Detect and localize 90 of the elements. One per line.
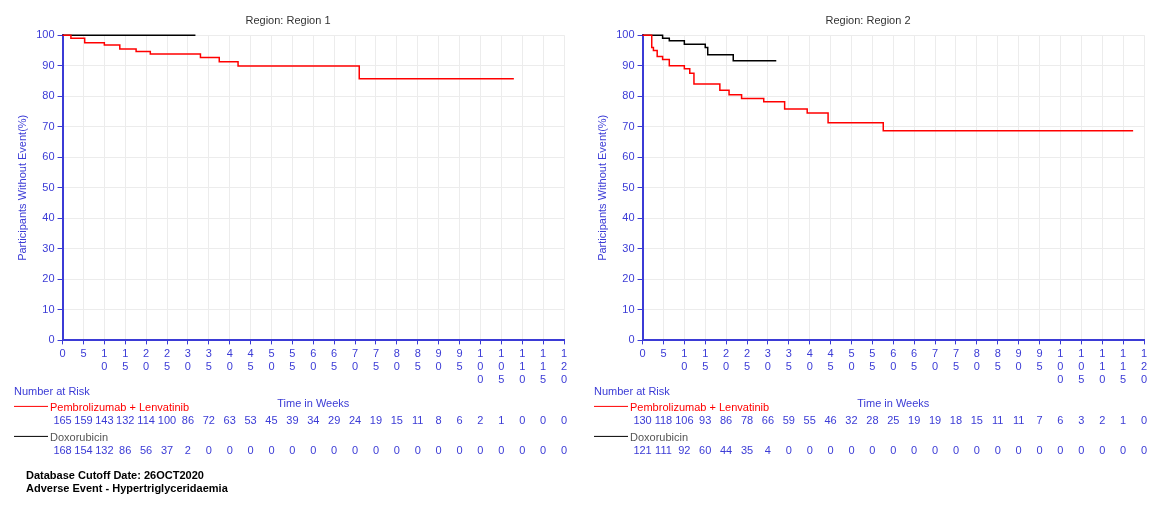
legend-label: Pembrolizumab + Lenvatinib: [50, 401, 190, 414]
x-tick-label: 6 0: [310, 347, 317, 373]
x-tick-label: 2 0: [143, 347, 150, 373]
x-tick-label: 0: [639, 347, 646, 360]
y-tick-label: 100: [36, 28, 55, 41]
x-tick-label: 9 5: [456, 347, 463, 373]
y-tick-label: 50: [622, 180, 635, 193]
x-tick-label: 1 0 5: [498, 347, 505, 386]
legend-label: Doxorubicin: [630, 431, 689, 444]
x-tick-label: 3 0: [764, 347, 771, 373]
x-tick-label: 9 0: [1015, 347, 1022, 373]
y-tick-label: 50: [42, 180, 55, 193]
y-tick-label: 20: [42, 272, 55, 285]
x-tick-label: 3 5: [205, 347, 212, 373]
x-tick-label: 5 5: [289, 347, 296, 373]
y-tick-label: 100: [616, 28, 635, 41]
x-tick-label: 1 0: [101, 347, 108, 373]
y-tick-label: 90: [622, 58, 635, 71]
y-tick-label: 40: [42, 211, 55, 224]
x-tick-label: 1 0 0: [477, 347, 484, 386]
text: Number at Risk: [594, 385, 671, 398]
legend-label: Pembrolizumab + Lenvatinib: [630, 401, 770, 414]
x-tick-label: 3 0: [184, 347, 191, 373]
x-tick-label: 3 5: [785, 347, 792, 373]
x-tick-label: 7 0: [352, 347, 359, 373]
y-tick-label: 10: [622, 302, 635, 315]
x-tick-label: 7 5: [372, 347, 380, 373]
text: 168 154 132 86 56 37 2 0 0 0 0 0 0 0 0 0 0 0 0 0 0 0 0 0 0: [53, 444, 568, 457]
x-tick-label: 6 5: [331, 347, 338, 373]
x-tick-label: 1 2 0: [1140, 347, 1148, 386]
chart-title: Region: Region 1: [245, 13, 331, 26]
x-tick-label: 1 1 5: [540, 347, 547, 386]
x-tick-label: 1 0 0: [1057, 347, 1064, 386]
y-tick-label: 80: [622, 89, 635, 102]
y-axis-title: Participants Without Event(%): [595, 114, 608, 261]
x-tick-label: 1 2 0: [560, 347, 568, 386]
x-tick-label: 2 5: [163, 347, 171, 373]
x-tick-label: 8 0: [393, 347, 400, 373]
x-tick-label: 7 0: [932, 347, 939, 373]
x-tick-label: 4 0: [806, 347, 813, 373]
y-tick-label: 70: [42, 119, 55, 132]
x-tick-label: 9 5: [1036, 347, 1043, 373]
text: 130 118 106 93 86 78 66 59 55 46 32 28 25 19 19 18 15 11 11 7 6 3 2 1 0: [633, 414, 1148, 427]
y-tick-label: 0: [628, 333, 635, 346]
x-axis-title: Time in Weeks: [857, 397, 930, 410]
x-tick-label: 1 1 5: [1120, 347, 1127, 386]
x-tick-label: 6 0: [890, 347, 897, 373]
legend-label: Doxorubicin: [50, 431, 109, 444]
y-tick-label: 0: [48, 333, 55, 346]
x-tick-label: 0: [59, 347, 66, 360]
text: 121 111 92 60 44 35 4 0 0 0 0 0 0 0 0 0 0 0 0 0 0 0 0 0 0: [633, 444, 1148, 457]
x-tick-label: 1 0: [681, 347, 688, 373]
x-tick-label: 5: [660, 347, 667, 360]
x-tick-label: 5 0: [268, 347, 275, 373]
x-tick-label: 5 5: [869, 347, 876, 373]
y-axis-title: Participants Without Event(%): [15, 114, 28, 261]
y-tick-label: 40: [622, 211, 635, 224]
text: 165 159 143 132 114 100 86 72 63 53 45 39 34 29 24 19 15 11 8 6 2 1 0 0 0: [53, 414, 568, 427]
y-tick-label: 30: [622, 241, 635, 254]
x-tick-label: 1 1 0: [1099, 347, 1106, 386]
x-tick-label: 5 0: [848, 347, 855, 373]
text: Number at Risk: [14, 385, 91, 398]
y-tick-label: 20: [622, 272, 635, 285]
text: Adverse Event - Hypertriglyceridaemia: [26, 482, 229, 495]
x-tick-label: 1 5: [702, 347, 709, 373]
x-tick-label: 1 1 0: [519, 347, 526, 386]
y-tick-label: 60: [42, 150, 55, 163]
y-tick-label: 60: [622, 150, 635, 163]
x-tick-label: 2 5: [743, 347, 751, 373]
x-tick-label: 1 0 5: [1078, 347, 1085, 386]
text: Database Cutoff Date: 26OCT2020: [26, 469, 204, 482]
y-tick-label: 80: [42, 89, 55, 102]
x-tick-label: 4 5: [827, 347, 834, 373]
x-tick-label: 8 5: [994, 347, 1001, 373]
y-tick-label: 10: [42, 302, 55, 315]
x-tick-label: 6 5: [911, 347, 918, 373]
x-tick-label: 2 0: [723, 347, 730, 373]
y-tick-label: 30: [42, 241, 55, 254]
x-tick-label: 9 0: [435, 347, 442, 373]
x-tick-label: 8 5: [414, 347, 421, 373]
x-tick-label: 8 0: [973, 347, 980, 373]
x-axis-title: Time in Weeks: [277, 397, 350, 410]
x-tick-label: 5: [80, 347, 87, 360]
y-tick-label: 70: [622, 119, 635, 132]
x-tick-label: 1 5: [122, 347, 129, 373]
x-tick-label: 7 5: [952, 347, 960, 373]
chart-title: Region: Region 2: [825, 13, 911, 26]
x-tick-label: 4 0: [226, 347, 233, 373]
x-tick-label: 4 5: [247, 347, 254, 373]
y-tick-label: 90: [42, 58, 55, 71]
